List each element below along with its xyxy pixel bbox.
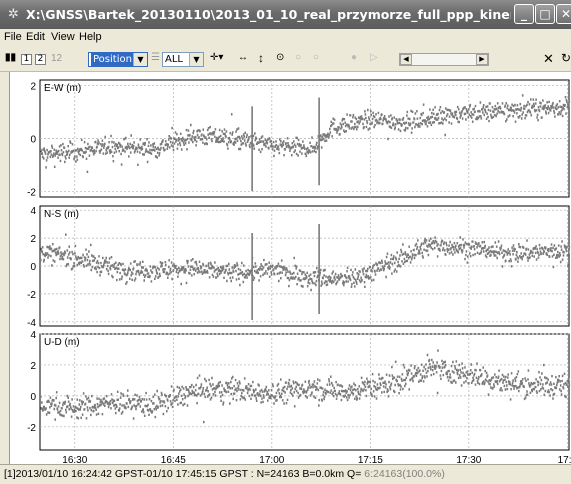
title-bar[interactable]: ✲ X:\GNSS\Bartek_20130110\2013_01_10_rea…: [0, 0, 571, 29]
center-origin-icon[interactable]: ⊙: [276, 52, 285, 63]
data-point: [40, 94, 571, 173]
scroll-right-icon[interactable]: ▶: [476, 54, 488, 65]
maximize-button[interactable]: □: [535, 4, 555, 24]
quality-label-icon: ☰: [151, 52, 160, 63]
y-tick-label: 0: [30, 392, 36, 403]
status-text: [1]2013/01/10 16:24:42 GPST-01/10 17:45:…: [4, 468, 445, 480]
panel-label: E-W (m): [44, 83, 81, 94]
position-plot[interactable]: 2 0 -2 E-W (m) 4 2 0 -2 -4 N-S (m) 4 2 0 -2 U-D (m) 16:…: [10, 72, 571, 464]
show-points-icon[interactable]: ●: [351, 52, 358, 63]
menu-edit[interactable]: Edit: [26, 31, 45, 43]
satellite-icon: ✲: [8, 7, 19, 22]
y-tick-label: 2: [30, 81, 36, 92]
solution-12-button[interactable]: 12: [51, 53, 63, 64]
chevron-down-icon: ▼: [133, 53, 147, 66]
x-tick-label: 17:00: [259, 455, 284, 464]
plot-type-value: Position: [91, 53, 134, 66]
time-scrollbar[interactable]: ◀ ▶: [399, 53, 489, 66]
x-tick-label: 16:45: [161, 455, 186, 464]
y-tick-label: 4: [30, 330, 36, 341]
plot-type-select[interactable]: Position ▼: [88, 52, 148, 67]
fix-center-icon[interactable]: ○: [313, 52, 320, 63]
menu-file[interactable]: File: [4, 31, 22, 43]
quality-select[interactable]: ALL ▼: [162, 52, 204, 67]
scroll-left-icon[interactable]: ◀: [400, 54, 412, 65]
status-bar: [1]2013/01/10 16:24:42 GPST-01/10 17:45:…: [0, 464, 571, 484]
show-track-icon[interactable]: ○: [295, 52, 302, 63]
panel-label: N-S (m): [44, 209, 79, 220]
reload-icon[interactable]: ↻: [561, 51, 571, 65]
series-points-ew: [40, 94, 571, 173]
menu-help[interactable]: Help: [79, 31, 102, 43]
y-tick-label: -2: [27, 423, 36, 434]
status-quality: 6:24163(100.0%): [361, 468, 445, 480]
y-tick-label: 2: [30, 361, 36, 372]
y-tick-label: -4: [27, 318, 36, 329]
toolbar: ▮▮ 1 2 12 Position ▼ ☰ ALL ▼ ✛▾ ↔ ↕ ⊙ ○ …: [0, 47, 571, 72]
fit-horizontal-icon[interactable]: ↔: [238, 52, 248, 63]
panel-label: U-D (m): [44, 337, 80, 348]
y-tick-label: 0: [30, 135, 36, 146]
minimize-button[interactable]: _: [514, 4, 534, 24]
x-tick-label: 17:30: [456, 455, 481, 464]
solution-1-button[interactable]: 1: [21, 54, 32, 65]
x-tick-label: 17:4: [558, 455, 571, 464]
window-title: X:\GNSS\Bartek_20130110\2013_01_10_real_…: [26, 7, 511, 22]
y-tick-label: 2: [30, 234, 36, 245]
menu-bar: File Edit View Help: [0, 30, 571, 46]
y-tick-label: 0: [30, 262, 36, 273]
chevron-down-icon: ▼: [189, 53, 203, 66]
solution-2-button[interactable]: 2: [35, 54, 46, 65]
x-tick-label: 16:30: [62, 455, 87, 464]
menu-view[interactable]: View: [51, 31, 75, 43]
pause-icon[interactable]: ▮▮: [5, 52, 17, 63]
x-tick-label: 17:15: [358, 455, 383, 464]
y-tick-label: 4: [30, 206, 36, 217]
close-icon[interactable]: ✕: [543, 51, 554, 66]
status-summary: [1]2013/01/10 16:24:42 GPST-01/10 17:45:…: [4, 468, 362, 480]
y-tick-label: -2: [27, 290, 36, 301]
data-point: [40, 233, 571, 292]
series-points-ns: [40, 233, 571, 292]
y-tick-label: -2: [27, 188, 36, 199]
plot-area[interactable]: 2 0 -2 E-W (m) 4 2 0 -2 -4 N-S (m) 4 2 0 -2 U-D (m) 16:…: [9, 72, 571, 464]
cursor-crosshair-icon[interactable]: ✛▾: [210, 52, 224, 63]
fit-vertical-icon[interactable]: ↕: [258, 51, 264, 65]
animation-play-icon[interactable]: ▷: [370, 52, 378, 63]
close-window-button[interactable]: ✕: [556, 4, 571, 24]
quality-value: ALL: [165, 54, 183, 65]
